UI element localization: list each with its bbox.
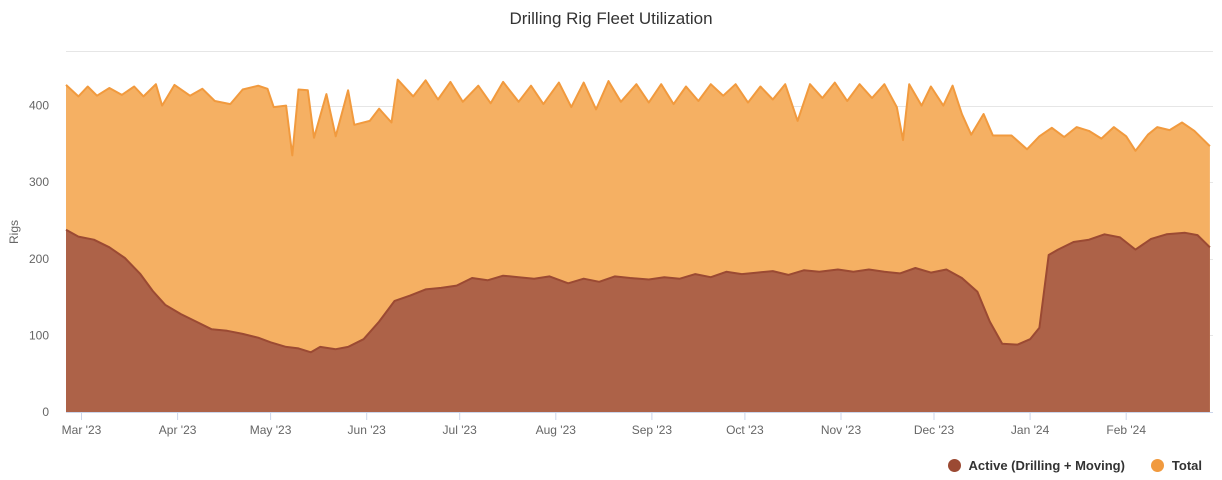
series-areas — [65, 78, 1211, 412]
x-tick-label: Aug '23 — [536, 423, 577, 437]
y-axis-ticks: 0 100 200 300 400 — [29, 99, 49, 419]
y-tick-label: 400 — [29, 99, 49, 113]
x-tick-label: Jun '23 — [348, 423, 387, 437]
x-tick-label: Dec '23 — [914, 423, 955, 437]
x-tick-label: Mar '23 — [62, 423, 102, 437]
x-tick-label: May '23 — [250, 423, 292, 437]
active-line — [65, 228, 1211, 354]
y-tick-label: 200 — [29, 252, 49, 266]
legend-marker-total — [1150, 459, 1164, 472]
x-tick-label: Feb '24 — [1106, 423, 1146, 437]
y-tick-label: 300 — [29, 175, 49, 189]
legend-label-active: Active (Drilling + Moving) — [968, 458, 1125, 473]
legend-marker-active — [947, 459, 961, 472]
x-tick-label: Sep '23 — [632, 423, 673, 437]
active-area — [66, 229, 1210, 412]
y-tick-label: 0 — [42, 405, 49, 419]
x-tick-label: Oct '23 — [726, 423, 764, 437]
legend-item-total[interactable]: Total — [1150, 458, 1202, 473]
x-axis-ticks: Mar '23 Apr '23 May '23 Jun '23 Jul '23 Aug '… — [62, 412, 1146, 437]
x-tick-label: Jan '24 — [1011, 423, 1050, 437]
x-tick-label: Apr '23 — [159, 423, 197, 437]
legend-item-active[interactable]: Active (Drilling + Moving) — [947, 458, 1125, 473]
chart-plot: Mar '23 Apr '23 May '23 Jun '23 Jul '23 Aug '… — [7, 51, 1213, 437]
chart-title: Drilling Rig Fleet Utilization — [509, 9, 713, 28]
y-tick-label: 100 — [29, 328, 49, 342]
total-line — [65, 78, 1211, 157]
legend-label-total: Total — [1171, 458, 1202, 473]
y-axis-title: Rigs — [7, 220, 21, 244]
chart-legend: Active (Drilling + Moving) Total — [947, 458, 1202, 473]
x-tick-label: Jul '23 — [443, 423, 478, 437]
x-tick-label: Nov '23 — [821, 423, 862, 437]
